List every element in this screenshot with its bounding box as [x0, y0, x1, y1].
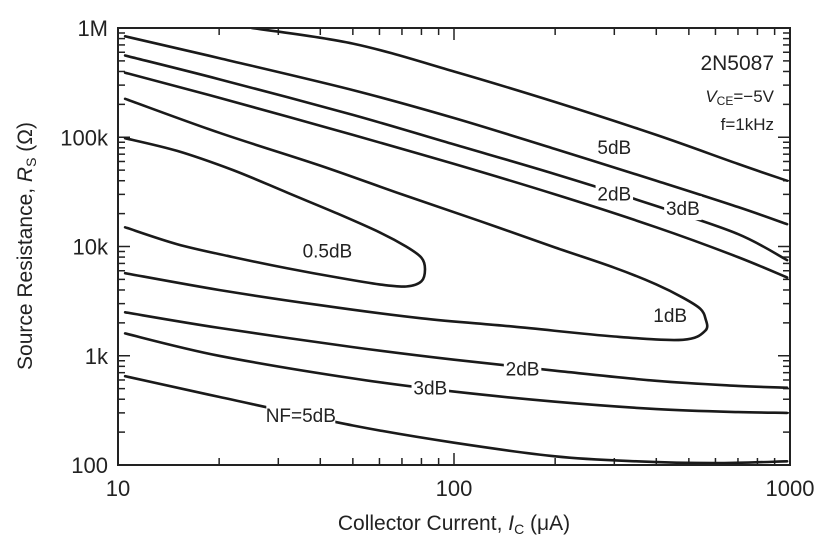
contour-label-bg [651, 303, 689, 328]
y-tick-label: 1M [77, 16, 108, 41]
contour-label-bg [595, 181, 634, 206]
contour-label-text: 2dB [597, 184, 631, 205]
contour-label-text: 3dB [413, 379, 447, 400]
y-tick-label: 10k [73, 235, 109, 260]
contour-label: 2dB [595, 181, 634, 206]
nf-contour-8 [250, 28, 789, 182]
contour-label: NF=5dB [266, 403, 336, 428]
y-tick-label: 100k [60, 125, 109, 150]
contour-label-bg [664, 196, 702, 221]
x-axis-label: Collector Current, IC (μA) [338, 512, 570, 537]
y-tick-label: 1k [85, 344, 109, 369]
contour-labels-layer: 0.5dB 1dB 2dB 3dB 5dB 2dB 3dB NF=5dB [266, 134, 702, 428]
device-annotation: 2N5087 [700, 52, 774, 75]
x-tick-label: 1000 [766, 476, 815, 501]
contour-label: 3dB [664, 196, 702, 221]
plot-frame [117, 27, 791, 466]
y-axis-label: Source Resistance, RS (Ω) [14, 122, 39, 370]
nf-contour-4 [123, 332, 789, 415]
curves-layer [123, 28, 789, 465]
nf-contour-1 [123, 97, 709, 342]
contour-label: 2dB [503, 356, 542, 381]
contour-label-text: NF=5dB [266, 406, 336, 427]
contour-label: 5dB [595, 134, 634, 159]
contour-label-text: 0.5dB [303, 241, 353, 262]
contour-label-text: 1dB [653, 306, 687, 327]
freq-annotation: f=1kHz [721, 115, 774, 134]
y-tick-label: 100 [71, 453, 108, 478]
x-tick-label: 100 [436, 476, 473, 501]
contour-label-bg [298, 238, 357, 263]
nf-contour-5 [123, 54, 789, 262]
contour-label-bg [266, 403, 336, 428]
x-tick-label: 10 [106, 476, 130, 501]
nf-contour-6 [123, 374, 789, 465]
contour-label-bg [595, 134, 634, 159]
contour-label: 1dB [651, 303, 689, 328]
ticks-layer [117, 28, 790, 466]
contour-label-bg [503, 356, 542, 381]
contour-label-text: 2dB [506, 359, 540, 380]
vce-annotation: VCE=−5V [705, 87, 774, 108]
contour-label: 3dB [411, 375, 450, 400]
nf-contour-2 [123, 311, 789, 389]
contour-label-text: 5dB [597, 138, 631, 159]
nf-contour-0 [123, 136, 427, 288]
contour-label: 0.5dB [298, 238, 357, 263]
nf-contour-3 [123, 71, 789, 279]
contour-label-text: 3dB [666, 199, 700, 220]
nf-contour-7 [123, 35, 789, 226]
contour-label-bg [411, 375, 450, 400]
